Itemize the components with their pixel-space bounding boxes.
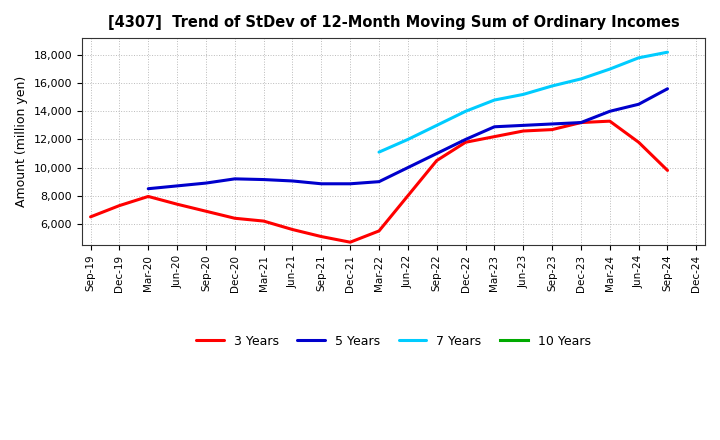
5 Years xyxy=(374,179,383,184)
Line: 3 Years: 3 Years xyxy=(91,121,667,242)
3 Years xyxy=(173,202,181,207)
7 Years xyxy=(519,92,528,97)
5 Years xyxy=(519,123,528,128)
5 Years xyxy=(288,178,297,183)
5 Years xyxy=(259,177,268,182)
3 Years xyxy=(202,209,210,214)
7 Years xyxy=(462,109,470,114)
3 Years xyxy=(403,193,412,198)
5 Years xyxy=(317,181,325,187)
Line: 7 Years: 7 Years xyxy=(379,52,667,152)
7 Years xyxy=(548,83,557,88)
Line: 5 Years: 5 Years xyxy=(148,89,667,189)
3 Years xyxy=(433,158,441,163)
5 Years xyxy=(144,186,153,191)
7 Years xyxy=(634,55,643,60)
3 Years xyxy=(144,194,153,199)
3 Years xyxy=(634,139,643,145)
7 Years xyxy=(490,97,499,103)
3 Years xyxy=(606,118,614,124)
7 Years xyxy=(433,123,441,128)
5 Years xyxy=(433,151,441,156)
Title: [4307]  Trend of StDev of 12-Month Moving Sum of Ordinary Incomes: [4307] Trend of StDev of 12-Month Moving… xyxy=(107,15,680,30)
5 Years xyxy=(403,165,412,170)
7 Years xyxy=(577,76,585,81)
3 Years xyxy=(519,128,528,134)
3 Years xyxy=(462,139,470,145)
3 Years xyxy=(259,218,268,224)
7 Years xyxy=(403,137,412,142)
3 Years xyxy=(346,239,354,245)
7 Years xyxy=(663,50,672,55)
Y-axis label: Amount (million yen): Amount (million yen) xyxy=(15,76,28,207)
5 Years xyxy=(462,137,470,142)
5 Years xyxy=(606,109,614,114)
3 Years xyxy=(548,127,557,132)
7 Years xyxy=(374,150,383,155)
3 Years xyxy=(230,216,239,221)
Legend: 3 Years, 5 Years, 7 Years, 10 Years: 3 Years, 5 Years, 7 Years, 10 Years xyxy=(192,330,595,353)
3 Years xyxy=(288,227,297,232)
5 Years xyxy=(230,176,239,181)
5 Years xyxy=(548,121,557,127)
5 Years xyxy=(202,180,210,186)
5 Years xyxy=(663,86,672,92)
7 Years xyxy=(606,66,614,72)
5 Years xyxy=(490,124,499,129)
3 Years xyxy=(374,228,383,234)
5 Years xyxy=(346,181,354,187)
5 Years xyxy=(577,120,585,125)
3 Years xyxy=(86,214,95,220)
3 Years xyxy=(317,234,325,239)
5 Years xyxy=(634,102,643,107)
5 Years xyxy=(173,183,181,188)
3 Years xyxy=(663,168,672,173)
3 Years xyxy=(490,134,499,139)
3 Years xyxy=(577,120,585,125)
3 Years xyxy=(115,203,124,208)
